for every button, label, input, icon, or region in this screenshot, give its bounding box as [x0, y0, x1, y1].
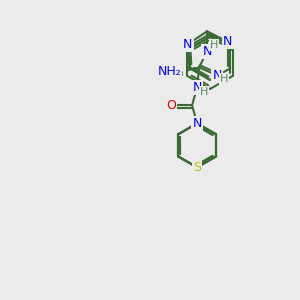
- Text: N: N: [192, 81, 202, 94]
- Text: N: N: [192, 117, 202, 130]
- Text: H: H: [210, 40, 218, 50]
- Text: H: H: [220, 74, 228, 84]
- Text: N: N: [183, 38, 193, 50]
- Text: N: N: [202, 45, 212, 58]
- Text: N: N: [212, 69, 222, 82]
- Text: S: S: [193, 161, 201, 174]
- Text: H: H: [200, 87, 208, 98]
- Text: O: O: [166, 99, 176, 112]
- Text: CH₃: CH₃: [164, 68, 184, 78]
- Text: N: N: [223, 35, 232, 48]
- Text: NH₂: NH₂: [157, 65, 181, 78]
